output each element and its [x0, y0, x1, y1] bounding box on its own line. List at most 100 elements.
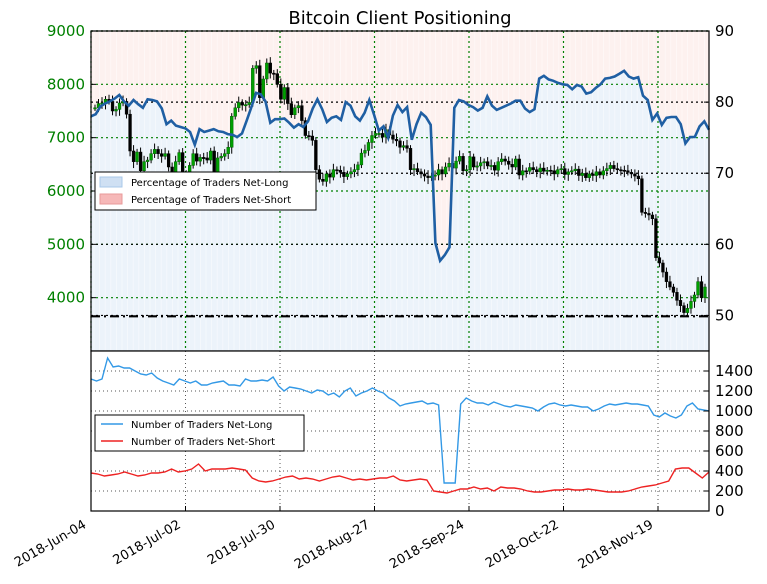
candle-body — [577, 168, 581, 176]
candle-body — [317, 169, 322, 180]
price-tick-label: 8000 — [47, 75, 85, 93]
candle-body — [661, 262, 665, 273]
candle-body — [268, 62, 272, 74]
date-tick-label: 2018-Jun-04 — [12, 517, 89, 570]
candle-body — [209, 150, 213, 161]
candle-body — [647, 213, 651, 216]
candle-body — [286, 87, 290, 104]
candle-body — [587, 173, 591, 178]
legend-swatch-net-short — [99, 193, 123, 205]
candle-body — [138, 151, 143, 171]
candle-body — [110, 101, 115, 112]
candle-body — [247, 102, 251, 105]
candle-body — [377, 133, 381, 135]
legend-box — [94, 414, 305, 452]
candle-body — [156, 149, 160, 154]
candle-body — [328, 173, 332, 178]
candle-body — [289, 103, 293, 115]
legend-box — [94, 171, 317, 211]
candle-body — [570, 170, 574, 173]
candle-body — [489, 165, 493, 167]
candle-body — [563, 168, 567, 175]
candle-body — [282, 87, 286, 100]
count-tick-label: 200 — [715, 482, 744, 500]
percentage-axis: 50 60 70 80 90 — [704, 22, 734, 324]
candle-body — [461, 156, 465, 171]
candle-body — [629, 172, 634, 175]
date-axis: 2018-Jun-04 2018-Jul-02 2018-Jul-30 2018-Au… — [12, 506, 659, 573]
candle-body — [447, 163, 451, 168]
candle-body — [398, 140, 402, 148]
candle-body — [636, 175, 641, 179]
candle-body — [598, 171, 602, 176]
candle-body — [454, 160, 458, 169]
candle-body — [678, 300, 683, 306]
price-panel: 4000 5000 6000 7000 8000 9000 50 60 70 80 90 Perc… — [47, 22, 734, 352]
candle-body — [524, 170, 528, 173]
candle-body — [503, 158, 507, 162]
candle-body — [272, 72, 276, 75]
candle-body — [380, 133, 385, 138]
candle-body — [657, 257, 662, 264]
candle-body — [650, 214, 655, 219]
candle-body — [675, 292, 679, 301]
candle-body — [275, 73, 279, 85]
candle-body — [142, 161, 146, 171]
candle-body — [500, 158, 504, 162]
candle-body — [531, 167, 535, 170]
percentage-tick-label: 50 — [715, 306, 734, 324]
candle-body — [443, 166, 448, 175]
date-tick-label: 2018-Jul-02 — [111, 517, 184, 568]
count-tick-label: 600 — [715, 442, 744, 460]
candle-body — [556, 169, 560, 175]
candle-body — [114, 109, 118, 112]
candle-body — [612, 165, 616, 169]
candle-body — [412, 168, 416, 171]
candle-body — [152, 149, 157, 154]
candle-body — [671, 286, 676, 293]
candle-body — [615, 168, 620, 171]
candle-body — [177, 152, 181, 162]
candle-body — [405, 145, 409, 149]
candle-body — [584, 173, 588, 178]
candle-body — [335, 169, 339, 172]
candle-body — [149, 153, 153, 161]
candle-body — [230, 116, 234, 148]
candle-body — [510, 164, 514, 168]
candle-body — [440, 169, 444, 175]
percentage-tick-label: 80 — [715, 93, 734, 111]
candle-body — [373, 133, 378, 136]
candle-body — [408, 148, 413, 170]
candle-body — [696, 281, 700, 296]
candle-body — [233, 107, 237, 117]
candle-body — [464, 169, 469, 172]
candle-body — [689, 301, 693, 309]
candle-body — [244, 104, 248, 107]
candle-body — [391, 134, 395, 140]
candle-body — [601, 170, 605, 176]
candle-body — [493, 165, 497, 171]
count-tick-label: 400 — [715, 462, 744, 480]
legend-label-net-short: Percentage of Traders Net-Short — [131, 195, 291, 206]
candle-body — [566, 171, 570, 175]
chart-title: Bitcoin Client Positioning — [288, 8, 511, 29]
candle-body — [549, 169, 553, 172]
legend-label-net-long: Percentage of Traders Net-Long — [131, 178, 289, 189]
candle-body — [622, 169, 627, 172]
candle-body — [237, 102, 241, 109]
candle-body — [254, 65, 258, 69]
candle-body — [573, 168, 577, 171]
candle-body — [685, 308, 690, 313]
candle-body — [342, 172, 346, 177]
price-panel-legend: Percentage of Traders Net-Long Percentag… — [94, 171, 317, 211]
candle-body — [422, 173, 427, 177]
price-tick-label: 9000 — [47, 22, 85, 40]
candle-body — [633, 173, 637, 177]
candle-body — [436, 169, 441, 176]
candle-body — [496, 161, 500, 171]
candle-body — [349, 171, 353, 175]
percentage-tick-label: 70 — [715, 164, 734, 182]
candle-body — [117, 102, 122, 110]
candle-body — [692, 294, 697, 302]
